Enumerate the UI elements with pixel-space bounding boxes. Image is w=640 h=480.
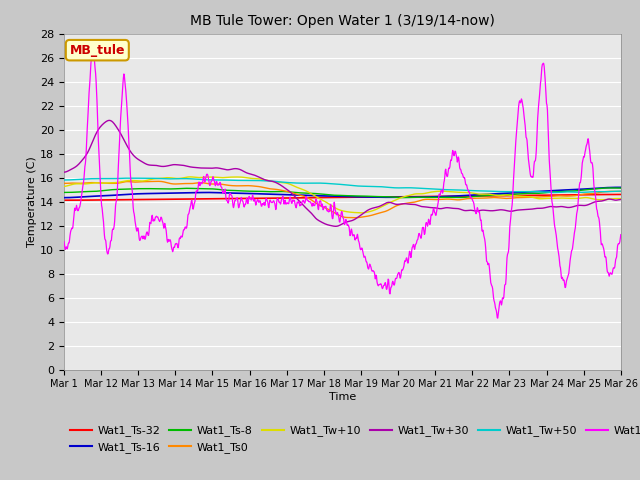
Y-axis label: Temperature (C): Temperature (C) [28,156,37,247]
Text: MB_tule: MB_tule [70,44,125,57]
Title: MB Tule Tower: Open Water 1 (3/19/14-now): MB Tule Tower: Open Water 1 (3/19/14-now… [190,14,495,28]
X-axis label: Time: Time [329,392,356,402]
Legend: Wat1_Ts-32, Wat1_Ts-16, Wat1_Ts-8, Wat1_Ts0, Wat1_Tw+10, Wat1_Tw+30, Wat1_Tw+50,: Wat1_Ts-32, Wat1_Ts-16, Wat1_Ts-8, Wat1_… [70,426,640,453]
